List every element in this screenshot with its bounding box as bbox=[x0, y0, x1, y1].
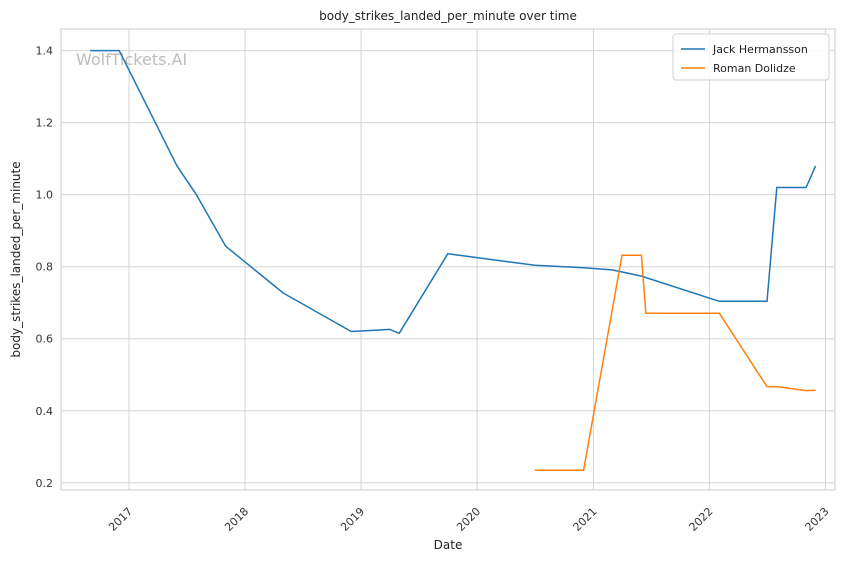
series-line-0 bbox=[90, 49, 817, 335]
y-tick-label: 0.6 bbox=[36, 333, 54, 346]
y-tick-label: 0.8 bbox=[36, 261, 54, 274]
y-axis-title: body_strikes_landed_per_minute bbox=[9, 161, 23, 357]
watermark: WolfTickets.AI bbox=[76, 50, 187, 69]
y-tick-label: 1.4 bbox=[36, 45, 54, 58]
series-line-1 bbox=[534, 254, 816, 471]
x-axis-title: Date bbox=[434, 538, 463, 552]
legend-label: Jack Hermansson bbox=[712, 43, 808, 56]
legend-label: Roman Dolidze bbox=[713, 62, 796, 75]
y-tick-label: 1.2 bbox=[36, 117, 54, 130]
y-tick-label: 0.4 bbox=[36, 405, 54, 418]
grid bbox=[61, 29, 835, 490]
legend: Jack Hermansson Roman Dolidze bbox=[672, 33, 830, 81]
chart-title: body_strikes_landed_per_minute over time bbox=[319, 9, 577, 23]
legend-box bbox=[672, 33, 830, 81]
plot-area bbox=[60, 28, 836, 491]
y-tick-label: 0.2 bbox=[36, 477, 54, 490]
series-lines bbox=[90, 49, 817, 471]
y-tick-label: 1.0 bbox=[36, 189, 54, 202]
y-axis-ticks: 0.2 0.4 0.6 0.8 1.0 1.2 1.4 bbox=[36, 45, 54, 490]
